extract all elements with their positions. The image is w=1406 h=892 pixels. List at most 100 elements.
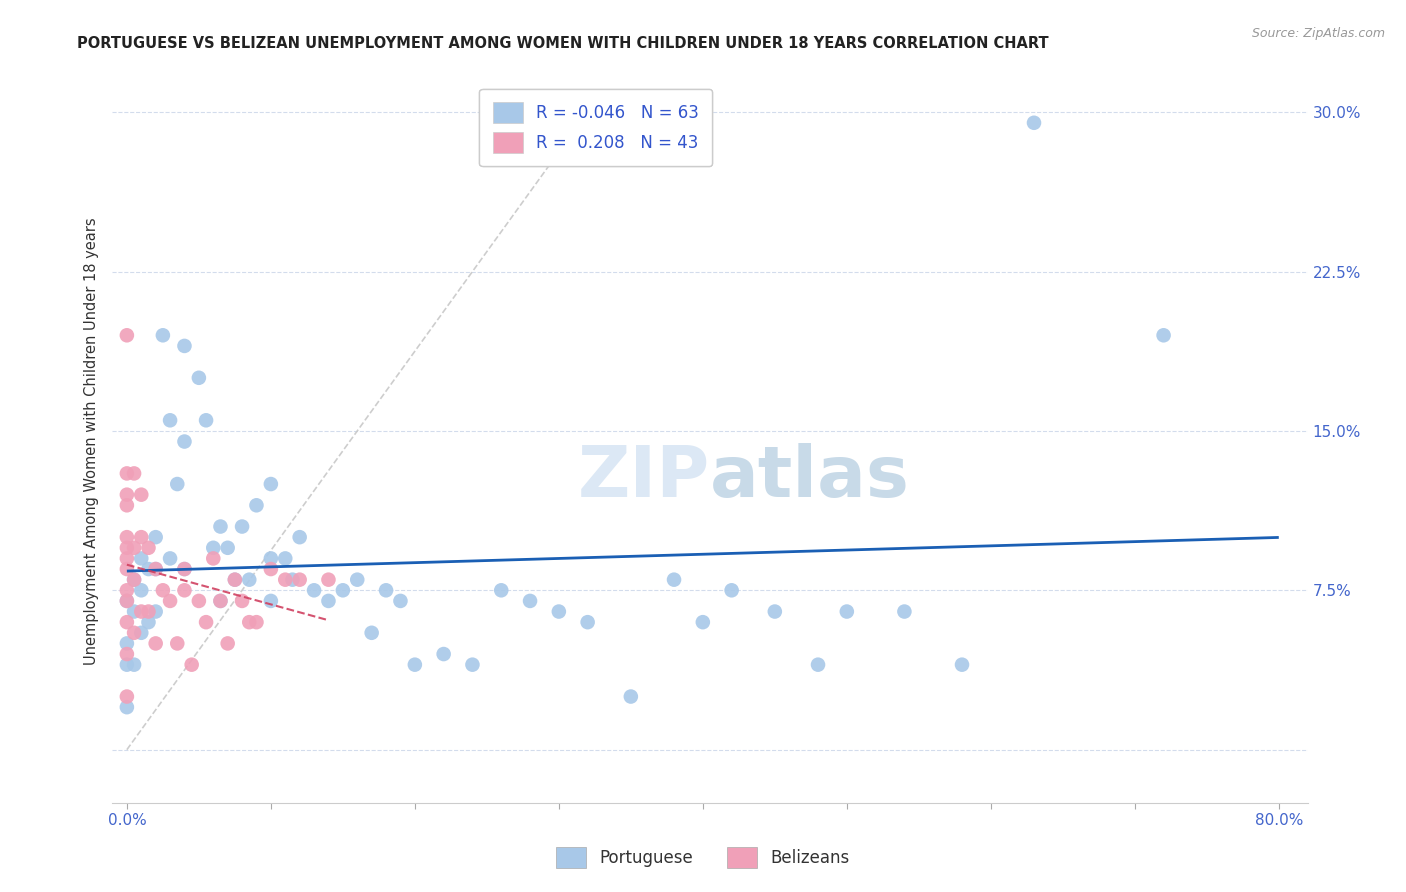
Point (138, 605, 160, 619)
Point (302, 583, 325, 598)
Point (129, 605, 152, 619)
Point (1153, 328, 1175, 343)
Point (404, 657, 426, 672)
Point (217, 541, 239, 555)
Point (950, 657, 973, 672)
Point (180, 657, 202, 672)
Point (122, 625, 145, 640)
Point (274, 551, 297, 566)
Point (662, 573, 685, 587)
Point (209, 594, 232, 608)
Text: ZIP: ZIP (578, 443, 710, 512)
Point (115, 615, 138, 630)
Point (122, 573, 145, 587)
Point (166, 477, 188, 491)
Point (893, 605, 915, 619)
Point (122, 541, 145, 555)
Point (807, 657, 830, 672)
Point (115, 700, 138, 714)
Point (231, 519, 253, 533)
Point (260, 551, 283, 566)
Point (173, 339, 195, 353)
Point (115, 636, 138, 650)
Point (173, 562, 195, 576)
Point (260, 477, 283, 491)
Point (166, 636, 188, 650)
Point (129, 625, 152, 640)
Point (231, 594, 253, 608)
Point (260, 594, 283, 608)
Point (115, 498, 138, 512)
Point (209, 519, 232, 533)
Point (217, 636, 239, 650)
Point (122, 657, 145, 672)
Point (195, 413, 218, 427)
Point (245, 615, 267, 630)
Point (145, 562, 167, 576)
Point (720, 583, 742, 598)
Point (224, 573, 246, 587)
Point (360, 625, 382, 640)
Point (692, 615, 714, 630)
Point (145, 636, 167, 650)
Point (224, 573, 246, 587)
Point (187, 594, 209, 608)
Point (138, 541, 160, 555)
Point (115, 328, 138, 343)
Point (159, 594, 181, 608)
Point (346, 573, 368, 587)
Point (159, 413, 181, 427)
Point (152, 328, 174, 343)
Point (547, 605, 569, 619)
Point (260, 562, 283, 576)
Point (187, 371, 209, 385)
Point (195, 615, 218, 630)
Point (173, 434, 195, 449)
Point (173, 562, 195, 576)
Point (122, 467, 145, 481)
Point (129, 530, 152, 544)
Point (245, 498, 267, 512)
Text: atlas: atlas (710, 443, 910, 512)
Point (145, 530, 167, 544)
Legend: R = -0.046   N = 63, R =  0.208   N = 43: R = -0.046 N = 63, R = 0.208 N = 43 (479, 88, 713, 167)
Point (461, 657, 484, 672)
Point (115, 551, 138, 566)
Point (238, 615, 260, 630)
Point (375, 583, 398, 598)
Point (433, 647, 456, 661)
Point (202, 541, 225, 555)
Point (145, 605, 167, 619)
Point (122, 605, 145, 619)
Point (115, 583, 138, 598)
Text: PORTUGUESE VS BELIZEAN UNEMPLOYMENT AMONG WOMEN WITH CHILDREN UNDER 18 YEARS COR: PORTUGUESE VS BELIZEAN UNEMPLOYMENT AMON… (77, 36, 1049, 51)
Point (763, 605, 786, 619)
Point (129, 583, 152, 598)
Point (152, 583, 174, 598)
Point (318, 573, 340, 587)
Point (332, 583, 354, 598)
Point (115, 488, 138, 502)
Point (519, 594, 541, 608)
Point (274, 573, 297, 587)
Text: Source: ZipAtlas.com: Source: ZipAtlas.com (1251, 27, 1385, 40)
Point (1022, 116, 1045, 130)
Point (173, 583, 195, 598)
Point (122, 573, 145, 587)
Point (115, 467, 138, 481)
Point (238, 573, 260, 587)
Point (115, 541, 138, 555)
Point (209, 594, 232, 608)
Point (129, 551, 152, 566)
Point (115, 657, 138, 672)
Point (138, 562, 160, 576)
Point (115, 690, 138, 704)
Point (835, 605, 858, 619)
Y-axis label: Unemployment Among Women with Children Under 18 years: Unemployment Among Women with Children U… (83, 218, 98, 665)
Point (202, 551, 225, 566)
Point (115, 594, 138, 608)
Point (318, 594, 340, 608)
Point (115, 530, 138, 544)
Point (288, 530, 311, 544)
Point (576, 615, 599, 630)
